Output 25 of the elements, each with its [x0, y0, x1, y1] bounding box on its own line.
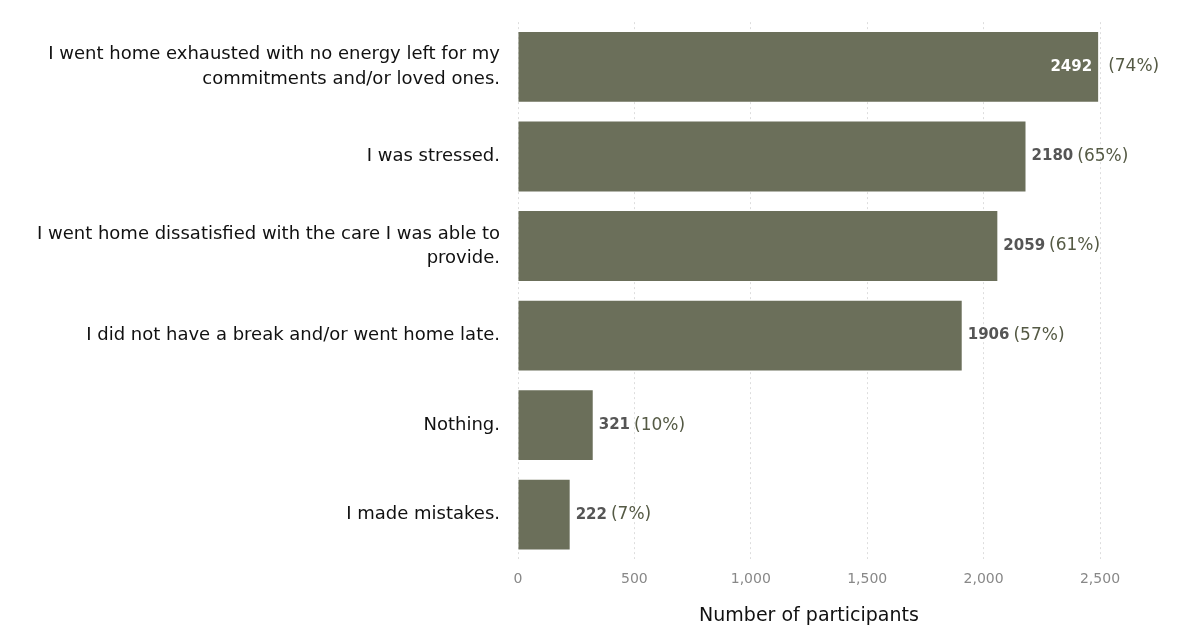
- x-tick-label: 1,000: [730, 570, 771, 587]
- bar: [518, 121, 1026, 192]
- y-tick-label: I was stressed.: [366, 144, 500, 166]
- x-axis-title: Number of participants: [699, 602, 919, 625]
- x-tick-label: 2,000: [963, 570, 1004, 587]
- data-label: 2180 (65%): [1031, 144, 1129, 165]
- y-tick-label: I went home exhausted with no energy left for my commitments and/or loved ones.: [48, 42, 501, 88]
- data-label: 321 (10%): [598, 413, 686, 434]
- x-tick-label: 2,500: [1079, 570, 1121, 587]
- y-tick-label: I went home dissatisfied with the care I was able to provide.: [36, 221, 500, 267]
- bar: [518, 211, 998, 281]
- data-label: 2059 (61%): [1003, 234, 1101, 255]
- bar: [518, 479, 570, 550]
- y-tick-label: I did not have a break and/or went home late.: [86, 323, 500, 345]
- bar: [518, 390, 593, 461]
- data-label: 222 (7%): [575, 503, 652, 524]
- x-tick-label: 500: [621, 570, 648, 587]
- bar: [518, 32, 1099, 102]
- bar: [518, 300, 962, 371]
- data-label: 2492 (74%): [1050, 55, 1160, 76]
- y-tick-label: Nothing.: [423, 412, 500, 434]
- x-tick-label: 1,500: [847, 570, 888, 587]
- data-label: 1906 (57%): [967, 323, 1065, 344]
- y-tick-label: I made mistakes.: [346, 502, 500, 524]
- x-tick-label: 0: [513, 570, 523, 587]
